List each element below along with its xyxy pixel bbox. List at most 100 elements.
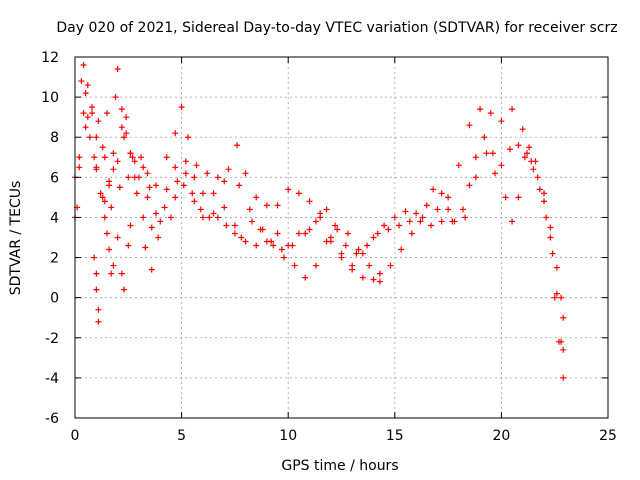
data-point bbox=[498, 118, 505, 125]
data-point bbox=[155, 234, 162, 241]
data-point bbox=[423, 202, 430, 209]
data-point bbox=[163, 186, 170, 193]
data-point bbox=[487, 110, 494, 117]
data-point bbox=[131, 158, 138, 165]
data-point bbox=[387, 262, 394, 269]
data-point bbox=[334, 226, 341, 233]
data-point bbox=[180, 182, 187, 189]
data-point bbox=[118, 124, 125, 131]
data-point bbox=[274, 202, 281, 209]
data-point bbox=[528, 158, 535, 165]
data-point bbox=[91, 154, 98, 161]
data-point bbox=[82, 90, 89, 97]
data-point bbox=[153, 210, 160, 217]
data-point bbox=[114, 234, 121, 241]
data-point bbox=[530, 166, 537, 173]
data-point bbox=[95, 306, 102, 313]
data-point bbox=[93, 270, 100, 277]
data-point bbox=[295, 190, 302, 197]
data-point bbox=[253, 242, 260, 249]
data-point bbox=[451, 218, 458, 225]
data-point bbox=[543, 214, 550, 221]
data-point bbox=[172, 130, 179, 137]
data-point bbox=[157, 218, 164, 225]
data-point bbox=[317, 210, 324, 217]
data-point bbox=[359, 250, 366, 257]
data-point bbox=[95, 318, 102, 325]
data-point bbox=[549, 250, 556, 257]
data-point bbox=[445, 194, 452, 201]
series-track-5 bbox=[80, 62, 151, 221]
data-point bbox=[189, 190, 196, 197]
data-point bbox=[110, 262, 117, 269]
data-point bbox=[398, 246, 405, 253]
data-point bbox=[506, 146, 513, 153]
data-point bbox=[428, 222, 435, 229]
data-point bbox=[84, 114, 91, 121]
data-point bbox=[86, 134, 93, 141]
data-point bbox=[144, 194, 151, 201]
data-point bbox=[462, 214, 469, 221]
data-point bbox=[332, 222, 339, 229]
x-tick-label: 15 bbox=[386, 428, 404, 444]
data-point bbox=[413, 210, 420, 217]
data-point bbox=[391, 214, 398, 221]
x-tick-label: 0 bbox=[71, 428, 80, 444]
data-point bbox=[234, 142, 241, 149]
data-point bbox=[396, 222, 403, 229]
data-point bbox=[214, 174, 221, 181]
data-point bbox=[163, 154, 170, 161]
data-point bbox=[323, 206, 330, 213]
data-point bbox=[135, 174, 142, 181]
data-point bbox=[489, 150, 496, 157]
data-point bbox=[342, 242, 349, 249]
data-point bbox=[327, 234, 334, 241]
data-point bbox=[129, 154, 136, 161]
data-point bbox=[434, 206, 441, 213]
series-track-6 bbox=[91, 198, 134, 325]
grid bbox=[75, 57, 608, 418]
data-point bbox=[338, 254, 345, 261]
y-tick-label: 0 bbox=[50, 291, 59, 307]
data-point bbox=[182, 170, 189, 177]
data-point bbox=[526, 144, 533, 151]
data-point bbox=[483, 150, 490, 157]
data-point bbox=[80, 110, 87, 117]
data-point bbox=[438, 218, 445, 225]
x-tick-label: 25 bbox=[599, 428, 617, 444]
data-point bbox=[285, 186, 292, 193]
data-point bbox=[248, 218, 255, 225]
data-point bbox=[99, 194, 106, 201]
x-axis-label: GPS time / hours bbox=[281, 458, 398, 474]
data-points bbox=[72, 62, 567, 381]
data-point bbox=[223, 222, 230, 229]
data-point bbox=[242, 238, 249, 245]
data-point bbox=[197, 206, 204, 213]
data-point bbox=[353, 250, 360, 257]
data-point bbox=[110, 150, 117, 157]
data-point bbox=[509, 218, 516, 225]
data-point bbox=[210, 190, 217, 197]
data-point bbox=[118, 270, 125, 277]
data-point bbox=[95, 118, 102, 125]
data-point bbox=[178, 104, 185, 111]
series-track-2 bbox=[74, 110, 383, 285]
data-point bbox=[206, 214, 213, 221]
data-point bbox=[370, 234, 377, 241]
data-point bbox=[231, 230, 238, 237]
data-point bbox=[519, 126, 526, 133]
y-tick-label: 12 bbox=[41, 50, 59, 66]
data-point bbox=[366, 262, 373, 269]
data-point bbox=[472, 154, 479, 161]
data-point bbox=[199, 214, 206, 221]
y-tick-label: -4 bbox=[45, 371, 59, 387]
data-point bbox=[123, 130, 130, 137]
y-tick-label: 4 bbox=[50, 210, 59, 226]
data-point bbox=[116, 184, 123, 191]
data-point bbox=[144, 170, 151, 177]
data-point bbox=[417, 218, 424, 225]
data-point bbox=[225, 166, 232, 173]
data-point bbox=[89, 104, 96, 111]
plot-frame bbox=[74, 56, 609, 419]
data-point bbox=[114, 66, 121, 73]
